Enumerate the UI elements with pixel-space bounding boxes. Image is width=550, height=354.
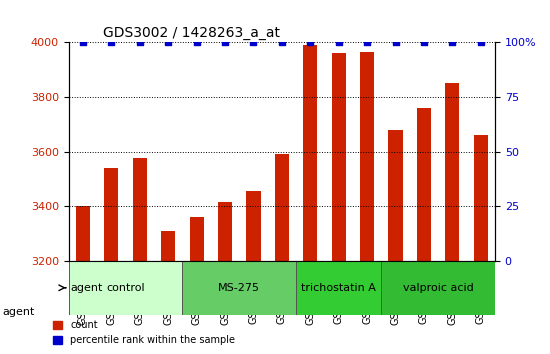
Bar — [303, 45, 317, 261]
Bar — [218, 202, 232, 261]
Point — [249, 40, 258, 45]
Bar — [474, 135, 488, 261]
Point — [79, 40, 87, 45]
FancyBboxPatch shape — [296, 261, 381, 315]
Bar — [190, 217, 203, 261]
Text: GDS3002 / 1428263_a_at: GDS3002 / 1428263_a_at — [103, 26, 280, 40]
Text: agent: agent — [3, 307, 35, 316]
Point — [277, 40, 286, 45]
Bar — [161, 230, 175, 261]
Bar — [332, 53, 346, 261]
FancyBboxPatch shape — [69, 261, 183, 315]
Text: agent: agent — [70, 283, 102, 293]
Point — [448, 40, 456, 45]
Bar — [360, 52, 374, 261]
Point — [306, 40, 315, 45]
Point — [420, 40, 428, 45]
Point — [221, 40, 229, 45]
Bar — [104, 168, 118, 261]
Text: valproic acid: valproic acid — [403, 283, 474, 293]
Point — [107, 40, 116, 45]
Bar — [76, 206, 90, 261]
Text: MS-275: MS-275 — [218, 283, 260, 293]
Bar — [388, 130, 403, 261]
FancyBboxPatch shape — [381, 261, 495, 315]
Bar — [446, 83, 459, 261]
FancyBboxPatch shape — [183, 261, 296, 315]
Legend: count, percentile rank within the sample: count, percentile rank within the sample — [49, 316, 239, 349]
Text: control: control — [106, 283, 145, 293]
Bar — [417, 108, 431, 261]
Point — [363, 40, 372, 45]
Bar — [246, 191, 261, 261]
Point — [476, 40, 485, 45]
Point — [192, 40, 201, 45]
Point — [135, 40, 144, 45]
Point — [334, 40, 343, 45]
Bar — [275, 154, 289, 261]
Point — [164, 40, 173, 45]
Point — [391, 40, 400, 45]
Text: trichostatin A: trichostatin A — [301, 283, 376, 293]
Bar — [133, 158, 147, 261]
